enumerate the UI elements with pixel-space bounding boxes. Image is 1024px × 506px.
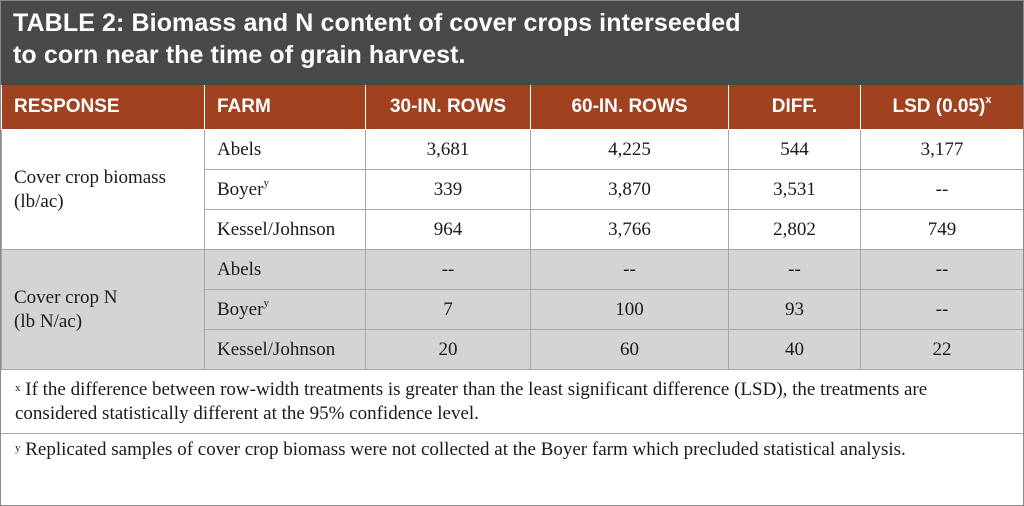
farm-name: Abels (217, 258, 262, 280)
footnote-x-mark: x (15, 382, 21, 394)
col-header-diff: DIFF. (728, 85, 861, 130)
value-cell-diff: 3,531 (728, 169, 861, 210)
footnote-y: y Replicated samples of cover crop bioma… (1, 434, 1023, 462)
value-cell-diff: 544 (728, 129, 861, 170)
farm-cell: Kessel/Johnson (204, 209, 366, 250)
value-cell-diff: 2,802 (728, 209, 861, 250)
table-row: Boyery 339 3,870 3,531 -- (2, 169, 1023, 210)
value-cell-lsd: 22 (860, 329, 1023, 370)
value-cell-60in: -- (530, 249, 729, 290)
value-cell-30in: 339 (365, 169, 531, 210)
table-row: Cover crop N (lb N/ac) Abels -- -- -- -- (1, 249, 1023, 370)
value-cell-30in: 7 (365, 289, 531, 330)
table-row: Kessel/Johnson 20 60 40 22 (2, 329, 1023, 370)
col-header-lsd: LSD (0.05)x (860, 85, 1023, 130)
farm-footnote-mark: y (263, 296, 269, 309)
farm-name: Boyer (217, 178, 264, 200)
table-row: Boyery 7 100 93 -- (2, 289, 1023, 330)
table-row: Cover crop biomass (lb/ac) Abels 3,681 4… (1, 129, 1023, 250)
value-cell-30in: 964 (365, 209, 531, 250)
value-cell-lsd: 749 (860, 209, 1023, 250)
value-cell-60in: 4,225 (530, 129, 729, 170)
table-title-line-1: TABLE 2: Biomass and N content of cover … (13, 9, 741, 37)
footnotes: x If the difference between row-width tr… (1, 374, 1023, 462)
value-cell-lsd: -- (860, 169, 1023, 210)
value-cell-30in: 20 (365, 329, 531, 370)
response-unit: (lb/ac) (14, 190, 64, 212)
col-header-response: RESPONSE (1, 85, 205, 130)
response-cell-biomass: Cover crop biomass (lb/ac) (1, 129, 205, 250)
table-title-line-2: to corn near the time of grain harvest. (13, 41, 466, 69)
farm-cell: Abels (204, 249, 366, 290)
value-cell-lsd: 3,177 (860, 129, 1023, 170)
response-unit: (lb N/ac) (14, 310, 83, 332)
farm-cell: Boyery (204, 169, 366, 210)
response-label: Cover crop N (14, 286, 118, 308)
footnote-x-text: If the difference between row-width trea… (15, 379, 928, 424)
col-header-30in-rows: 30-IN. ROWS (365, 85, 531, 130)
farm-cell: Boyery (204, 289, 366, 330)
response-label: Cover crop biomass (14, 166, 166, 188)
col-header-60in-rows: 60-IN. ROWS (530, 85, 729, 130)
value-cell-diff: -- (728, 249, 861, 290)
table-row: Kessel/Johnson 964 3,766 2,802 749 (2, 209, 1023, 250)
value-cell-60in: 100 (530, 289, 729, 330)
value-cell-60in: 3,870 (530, 169, 729, 210)
farm-name: Kessel/Johnson (217, 218, 336, 240)
col-header-farm: FARM (204, 85, 366, 130)
value-cell-30in: -- (365, 249, 531, 290)
value-cell-lsd: -- (860, 249, 1023, 290)
value-cell-diff: 93 (728, 289, 861, 330)
header-row: RESPONSE FARM 30-IN. ROWS 60-IN. ROWS DI… (1, 85, 1023, 130)
value-cell-60in: 3,766 (530, 209, 729, 250)
footnote-y-mark: y (15, 442, 21, 454)
farm-name: Kessel/Johnson (217, 338, 336, 360)
footnote-x: x If the difference between row-width tr… (1, 374, 1023, 426)
value-cell-60in: 60 (530, 329, 729, 370)
farm-footnote-mark: y (263, 176, 269, 189)
farm-cell: Abels (204, 129, 366, 170)
value-cell-lsd: -- (860, 289, 1023, 330)
value-cell-diff: 40 (728, 329, 861, 370)
lsd-footnote-mark: x (985, 94, 992, 106)
farm-name: Boyer (217, 298, 264, 320)
col-header-lsd-label: LSD (0.05) (892, 96, 986, 117)
data-table: RESPONSE FARM 30-IN. ROWS 60-IN. ROWS DI… (1, 85, 1023, 370)
farm-name: Abels (217, 138, 262, 160)
value-cell-30in: 3,681 (365, 129, 531, 170)
response-cell-nitrogen: Cover crop N (lb N/ac) (1, 249, 205, 370)
farm-cell: Kessel/Johnson (204, 329, 366, 370)
footnote-y-text: Replicated samples of cover crop biomass… (20, 439, 906, 460)
footnote-divider (1, 433, 1023, 434)
table-title: TABLE 2: Biomass and N content of cover … (1, 1, 1023, 85)
